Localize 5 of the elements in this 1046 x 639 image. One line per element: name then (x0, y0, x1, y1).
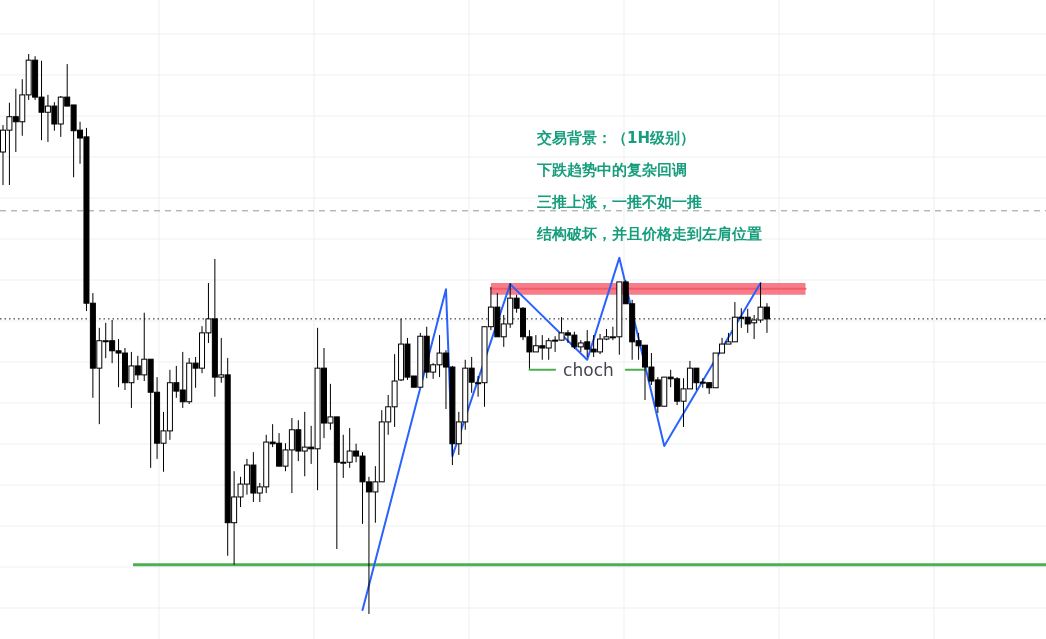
series-label: choch (563, 359, 614, 380)
annotation: 结构破坏，并且价格走到左肩位置 (536, 225, 762, 243)
annotation: 交易背景：（1H级别） (536, 129, 695, 147)
annotation: 三推上涨，一推不如一推 (537, 193, 702, 211)
annotation: 下跌趋势中的复杂回调 (536, 161, 687, 179)
